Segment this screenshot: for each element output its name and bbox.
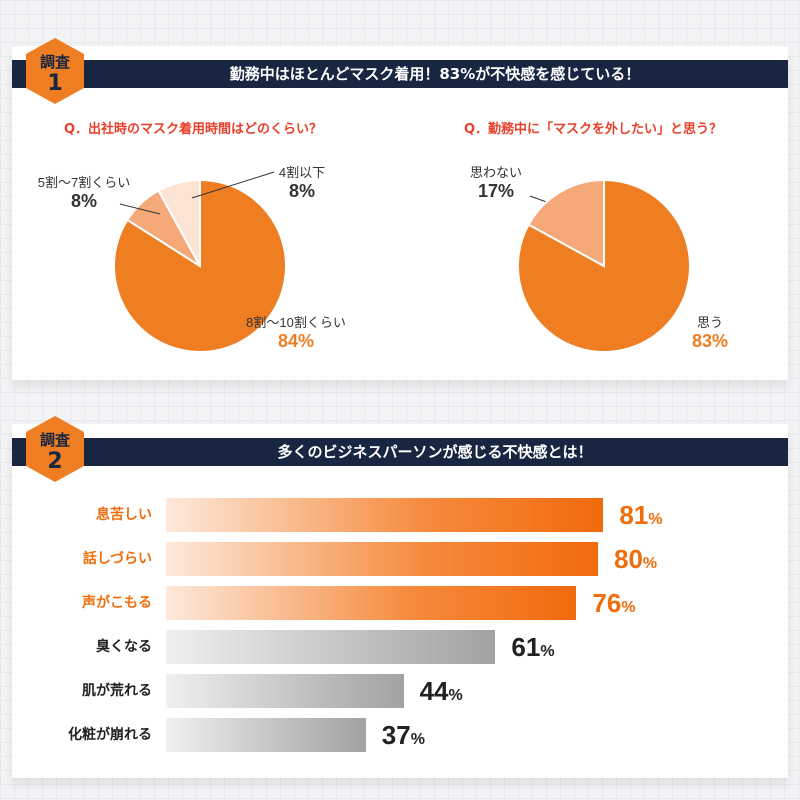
survey-1-badge-hexagon: [26, 38, 84, 104]
bar: [166, 718, 366, 752]
pie-1-label-4-below: 4割以下 8%: [262, 162, 342, 202]
bar-row: 話しづらい 80%: [12, 542, 788, 576]
survey-1-title: 勤務中はほとんどマスク着用！83%が不快感を感じている！: [12, 60, 788, 88]
pie-1-label-8-10: 8割～10割くらい 84%: [236, 312, 356, 352]
survey-2-badge-word: 調査: [39, 431, 70, 449]
bar-category-label: 話しづらい: [82, 551, 152, 567]
bar-value-label: 61%: [511, 632, 555, 662]
bar-value-unit: %: [410, 731, 425, 748]
bar-value-label: 81%: [619, 500, 663, 530]
slice-name: 思わない: [469, 165, 522, 180]
bar-value-unit: %: [642, 555, 658, 572]
bar-row: 声がこもる 76%: [12, 586, 788, 620]
slice-percent: 84%: [277, 331, 315, 351]
bar-category-label: 臭くなる: [96, 639, 152, 655]
question-1: Q．出社時のマスク着用時間はどのくらい？: [64, 122, 323, 137]
bar-category-label: 息苦しい: [96, 507, 152, 523]
bar: [166, 498, 604, 532]
bar-value-label: 76%: [592, 588, 636, 618]
bar-value-unit: %: [540, 643, 555, 660]
leader-line-5-7: [119, 203, 161, 215]
bar-category-label: 声がこもる: [82, 595, 152, 611]
slice-percent: 8%: [288, 181, 315, 201]
bar-category-label: 化粧が崩れる: [68, 727, 152, 743]
bar-value-unit: %: [621, 599, 636, 616]
survey-2-badge-number: 2: [47, 449, 63, 474]
survey-2-badge: 調査 2: [26, 424, 84, 474]
survey-2-badge-hexagon: [26, 416, 84, 482]
slice-percent: 83%: [691, 331, 729, 351]
survey-1-badge-number: 1: [47, 71, 63, 96]
bar: [166, 630, 496, 664]
pie-slice-1: [527, 178, 605, 268]
survey-1-badge-word: 調査: [39, 53, 70, 71]
bar: [166, 674, 404, 708]
bar-value-label: 80%: [614, 544, 658, 574]
slice-name: 思う: [696, 315, 723, 330]
bar-value-unit: %: [648, 511, 663, 528]
pie-2-label-omou: 思う 83%: [680, 312, 740, 352]
bar-value-label: 44%: [419, 676, 463, 706]
bar-category-label: 肌が荒れる: [82, 683, 152, 699]
bar-value-unit: %: [448, 687, 463, 704]
bar-row: 臭くなる 61%: [12, 630, 788, 664]
slice-percent: 8%: [70, 191, 97, 211]
survey-2-title: 多くのビジネスパーソンが感じる不快感とは！: [12, 438, 788, 466]
slice-name: 5割～7割くらい: [37, 175, 131, 190]
bar-value-label: 37%: [381, 720, 425, 750]
pie-slice-2: [157, 178, 201, 267]
pie-chart-want-remove-mask: [517, 178, 691, 353]
bar-row: 肌が荒れる 44%: [12, 674, 788, 708]
survey-1-panel: 勤務中はほとんどマスク着用！83%が不快感を感じている！ 調査 1 Q．出社時の…: [12, 38, 788, 380]
bar: [166, 542, 598, 576]
bar-row: 息苦しい 81%: [12, 498, 788, 532]
survey-1-badge: 調査 1: [26, 46, 84, 96]
slice-name: 4割以下: [278, 165, 326, 180]
bar: [166, 586, 577, 620]
pie-chart-mask-wearing-time: [113, 178, 287, 353]
pie-2-label-omowanai: 思わない 17%: [456, 162, 536, 202]
slice-name: 8割～10割くらい: [246, 315, 346, 330]
survey-2-panel: 多くのビジネスパーソンが感じる不快感とは！ 調査 2 息苦しい 81% 話しづらい 8…: [12, 416, 788, 778]
bar-row: 化粧が崩れる 37%: [12, 718, 788, 752]
leader-line-4-below: [191, 171, 275, 199]
pie-1-label-5-7: 5割～7割くらい 8%: [34, 172, 134, 212]
question-2: Q．勤務中に「マスクを外したい」と思う？: [464, 122, 723, 137]
slice-percent: 17%: [477, 181, 515, 201]
